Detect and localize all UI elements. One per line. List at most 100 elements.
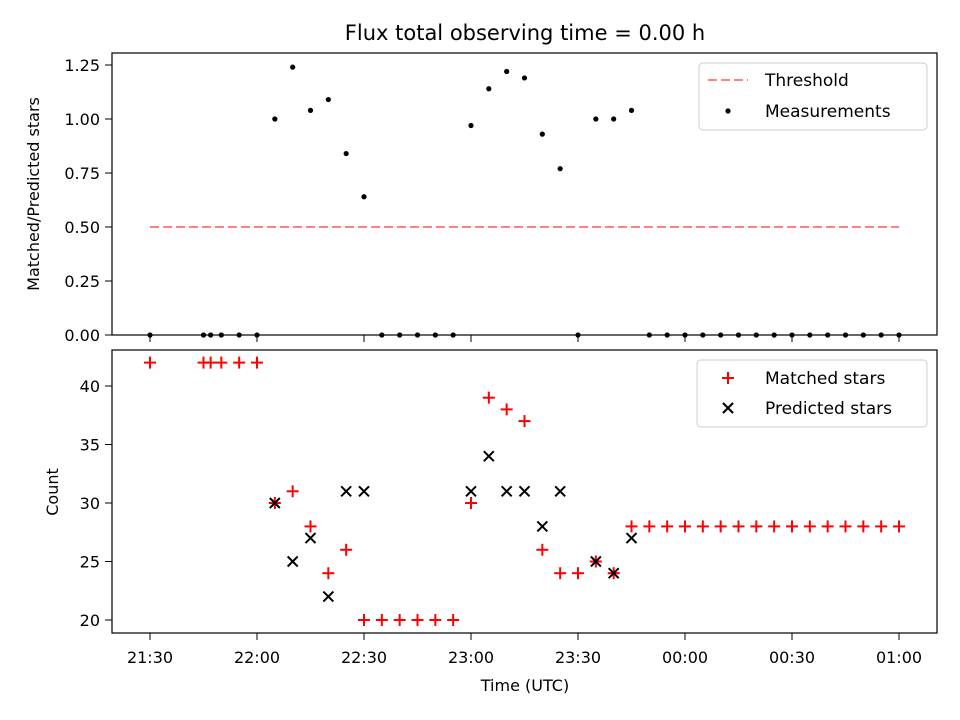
matched-star-point bbox=[875, 520, 888, 533]
matched-star-point bbox=[358, 614, 370, 626]
x-tick-label: 23:00 bbox=[448, 648, 494, 667]
bottom-y-tick-label: 20 bbox=[80, 611, 100, 630]
matched-star-point bbox=[144, 356, 156, 369]
predicted-star-point bbox=[518, 485, 531, 498]
predicted-stars-series bbox=[269, 450, 638, 603]
bottom-x-ticks: 21:30 22:00 22:30 23:00 23:30 00:00 00:30 01:00 bbox=[127, 633, 922, 667]
predicted-star-point bbox=[340, 485, 352, 498]
x-tick-label: 22:00 bbox=[234, 648, 280, 667]
matched-star-point bbox=[375, 614, 388, 626]
x-axis-label: Time (UTC) bbox=[480, 676, 569, 695]
matched-star-point bbox=[233, 356, 246, 369]
predicted-star-point bbox=[304, 532, 317, 544]
legend-measurements-swatch bbox=[725, 108, 731, 114]
matched-star-point bbox=[215, 356, 228, 369]
top-y-tick-label: 0.00 bbox=[64, 326, 100, 345]
matched-star-point bbox=[304, 520, 317, 533]
predicted-star-point bbox=[483, 450, 495, 462]
matched-star-point bbox=[518, 415, 531, 428]
measurement-point bbox=[307, 107, 314, 113]
matched-star-point bbox=[251, 356, 263, 369]
matched-star-point bbox=[286, 485, 299, 498]
bottom-y-axis-label: Count bbox=[43, 468, 62, 516]
matched-star-point bbox=[340, 543, 353, 556]
top-y-tick-label: 0.50 bbox=[64, 218, 100, 237]
measurement-point bbox=[325, 96, 331, 103]
measurement-point bbox=[486, 86, 492, 92]
matched-star-point bbox=[429, 614, 442, 626]
predicted-star-point bbox=[269, 497, 281, 509]
bottom-legend-frame bbox=[696, 359, 928, 428]
top-y-ticks: 0.00 0.25 0.50 0.75 1.00 1.25 bbox=[64, 56, 112, 345]
legend-matched-swatch bbox=[722, 372, 734, 384]
x-tick-label: 22:30 bbox=[341, 648, 387, 667]
bottom-legend: Matched stars Predicted stars bbox=[696, 359, 928, 428]
measurement-point bbox=[611, 116, 617, 122]
measurement-point bbox=[521, 75, 528, 81]
x-tick-label: 01:00 bbox=[876, 648, 922, 667]
matched-star-point bbox=[447, 614, 460, 626]
measurement-point bbox=[361, 194, 367, 200]
matched-star-point bbox=[204, 356, 217, 369]
top-legend: Threshold Measurements bbox=[698, 62, 928, 131]
matched-star-point bbox=[768, 520, 781, 533]
matched-star-point bbox=[786, 520, 798, 533]
top-y-tick-label: 1.25 bbox=[64, 56, 100, 75]
top-y-tick-label: 1.00 bbox=[64, 110, 100, 129]
matched-star-point bbox=[857, 520, 870, 533]
x-tick-label: 23:30 bbox=[555, 648, 601, 667]
x-tick-label: 00:30 bbox=[769, 648, 815, 667]
matched-star-point bbox=[893, 520, 905, 533]
measurement-point bbox=[539, 131, 545, 137]
bottom-axes-frame bbox=[111, 349, 938, 634]
bottom-y-tick-label: 30 bbox=[80, 494, 100, 513]
matched-star-point bbox=[411, 614, 424, 626]
measurement-point bbox=[468, 122, 474, 129]
measurement-point bbox=[628, 107, 635, 113]
predicted-star-point bbox=[286, 555, 299, 568]
x-tick-label: 00:00 bbox=[662, 648, 708, 667]
matched-star-point bbox=[554, 567, 567, 580]
predicted-star-point bbox=[358, 485, 370, 498]
legend-matched-label: Matched stars bbox=[765, 369, 885, 389]
top-y-axis-label: Matched/Predicted stars bbox=[24, 97, 43, 291]
measurement-point bbox=[557, 166, 563, 172]
matched-star-point bbox=[500, 403, 513, 416]
matched-star-point bbox=[643, 520, 656, 533]
legend-measurements-label: Measurements bbox=[765, 102, 891, 122]
matched-star-point bbox=[482, 391, 495, 404]
bottom-y-tick-label: 40 bbox=[80, 377, 100, 396]
measurement-point bbox=[272, 116, 278, 122]
matched-star-point bbox=[625, 520, 638, 533]
bottom-panel: 20 25 30 35 40 21:30 22:00 22:30 23:00 23:30 00:0… bbox=[43, 349, 938, 695]
bottom-y-tick-label: 35 bbox=[80, 436, 100, 455]
matched-star-point bbox=[750, 520, 763, 533]
predicted-star-point bbox=[500, 485, 513, 498]
predicted-star-point bbox=[465, 485, 477, 498]
predicted-star-point bbox=[590, 555, 602, 568]
matched-star-point bbox=[465, 497, 477, 509]
legend-threshold-label: Threshold bbox=[764, 71, 849, 91]
predicted-star-point bbox=[607, 567, 620, 579]
measurement-point bbox=[343, 150, 349, 157]
matched-star-point bbox=[803, 520, 816, 533]
matched-star-point bbox=[536, 543, 549, 556]
x-tick-label: 21:30 bbox=[127, 648, 173, 667]
measurements-series bbox=[147, 64, 902, 338]
matched-star-point bbox=[393, 614, 406, 626]
top-x-ticks bbox=[149, 335, 900, 342]
predicted-star-point bbox=[322, 590, 335, 603]
matched-star-point bbox=[732, 520, 745, 533]
measurement-point bbox=[290, 64, 296, 70]
matched-star-point bbox=[714, 520, 727, 533]
bottom-y-tick-label: 25 bbox=[80, 553, 100, 572]
matched-star-point bbox=[322, 567, 335, 580]
matched-star-point bbox=[679, 520, 691, 533]
predicted-star-point bbox=[536, 520, 549, 533]
matched-star-point bbox=[821, 520, 834, 533]
bottom-y-ticks: 20 25 30 35 40 bbox=[80, 377, 112, 630]
top-panel: 0.00 0.25 0.50 0.75 1.00 1.25 Matched/Predict… bbox=[24, 52, 938, 345]
top-axes-frame bbox=[111, 52, 938, 336]
top-y-tick-label: 0.75 bbox=[64, 164, 100, 183]
